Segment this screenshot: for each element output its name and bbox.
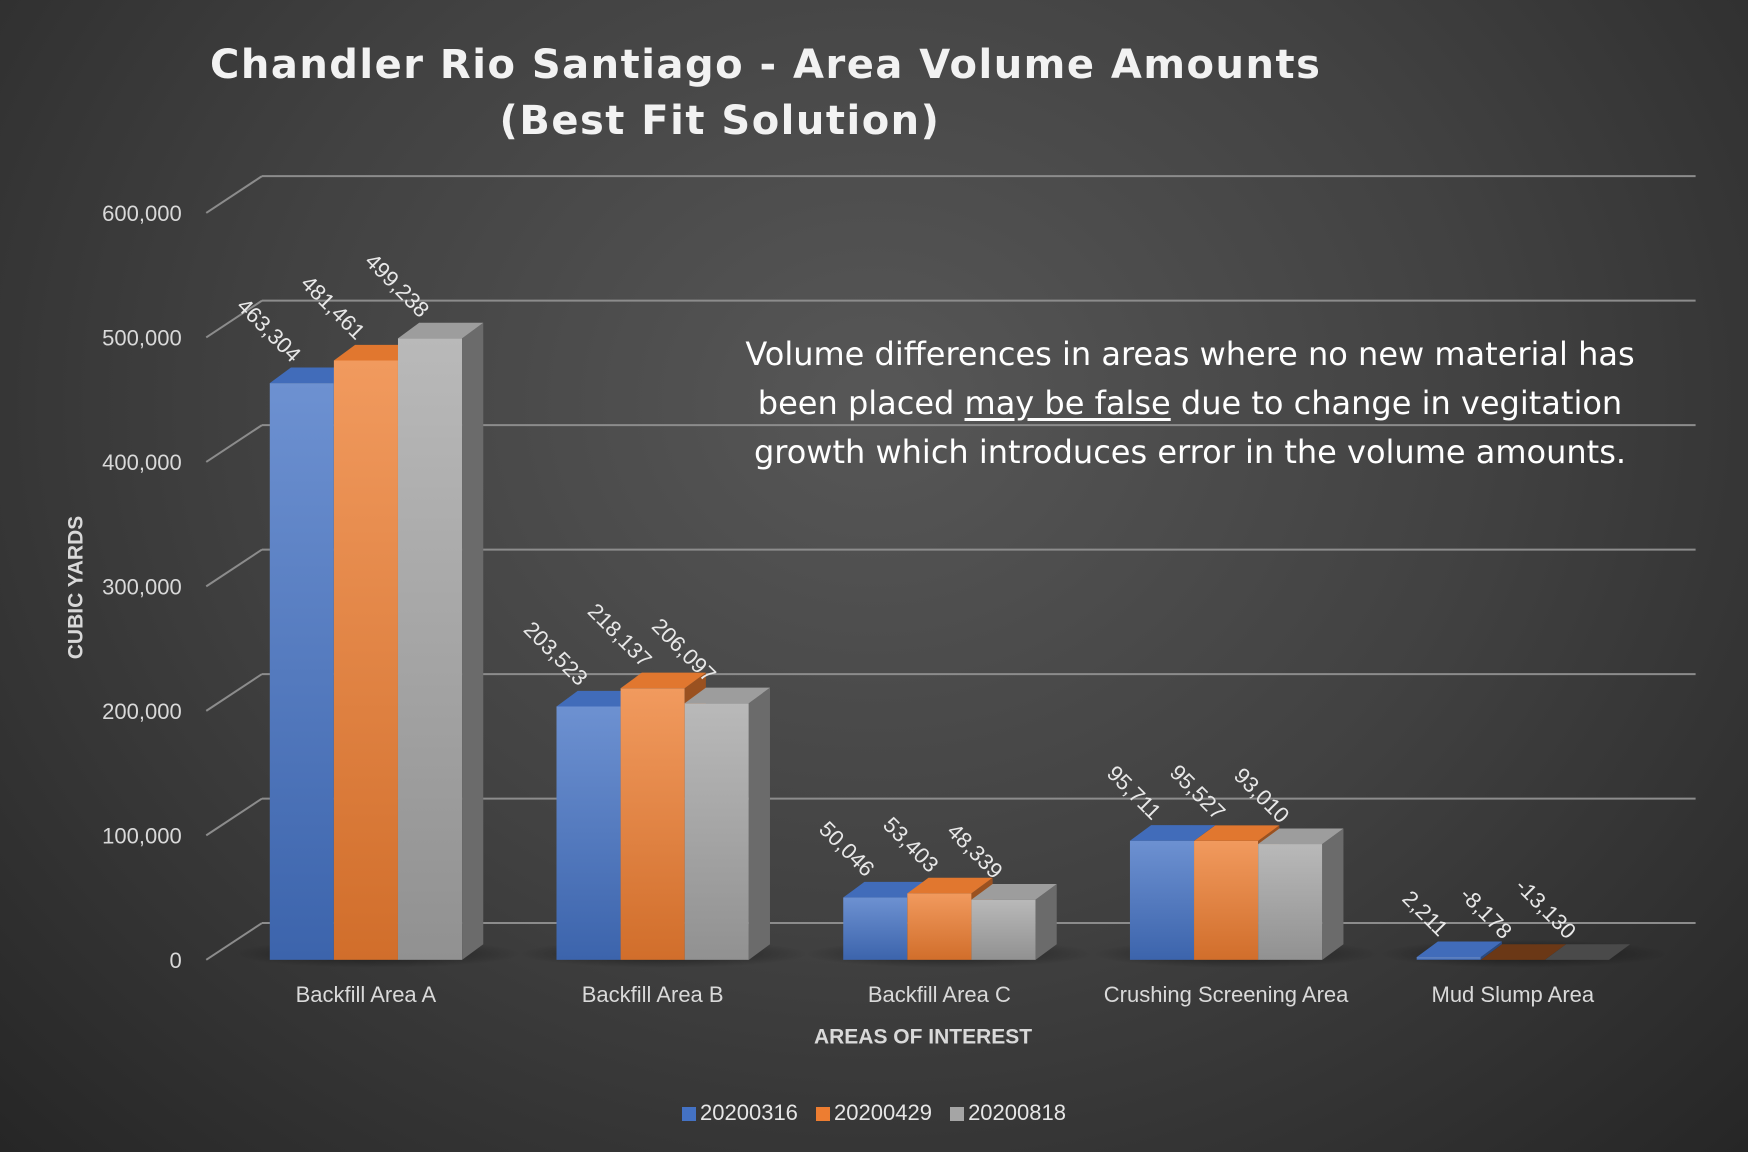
gridline-depth (205, 175, 263, 214)
annotation-text-underlined: may be false (964, 384, 1171, 422)
chart-legend: 20200316 20200429 20200818 (0, 1100, 1748, 1126)
bar-series-1 (269, 383, 334, 960)
data-label: 95,711 (1102, 761, 1166, 825)
data-label: 499,238 (360, 248, 434, 322)
bar-series-3 (1258, 844, 1323, 960)
bar-series-1 (556, 706, 621, 960)
bar-series-2 (620, 688, 685, 960)
y-tick-label: 400,000 (102, 450, 182, 475)
gridline-depth (205, 299, 263, 339)
bar-side-1 (1480, 941, 1502, 960)
data-label: 2,211 (1397, 886, 1452, 941)
y-tick-label: 600,000 (102, 201, 182, 226)
legend-label-series-1: 20200316 (700, 1100, 798, 1125)
bar-side-3 (1322, 828, 1344, 960)
bar-top-3 (1544, 944, 1631, 960)
bar-top-3 (1258, 828, 1344, 845)
legend-item-series-1: 20200316 (682, 1100, 798, 1126)
data-label: 50,046 (814, 816, 879, 881)
gridline-depth (205, 424, 263, 463)
bar-top-3 (397, 322, 484, 339)
data-label: -13,130 (1511, 873, 1581, 943)
y-tick-label: 300,000 (102, 574, 182, 599)
bar-series-3 (971, 899, 1036, 960)
bar-series-1 (1129, 840, 1195, 960)
bar-top-2 (1194, 825, 1280, 841)
data-label: 48,339 (942, 818, 1007, 883)
gridline-depth (205, 922, 263, 961)
bar-top-2 (333, 344, 420, 361)
legend-swatch-series-1 (682, 1107, 697, 1121)
data-label: 203,523 (519, 616, 593, 690)
bar-top-1 (843, 881, 929, 898)
legend-swatch-series-2 (816, 1107, 831, 1121)
x-tick-label: Crushing Screening Area (1104, 982, 1349, 1007)
x-tick-label: Mud Slump Area (1432, 982, 1595, 1007)
bar-top-1 (269, 367, 356, 384)
bar-top-3 (684, 687, 770, 704)
bar-side-3 (748, 687, 770, 960)
annotation-text-after: due to change in vegitation growth which… (753, 384, 1627, 471)
annotation-text-before: Volume differences in areas where no new… (745, 335, 1635, 422)
bar-series-1 (843, 897, 908, 960)
y-axis-label: CUBIC YARDS (64, 516, 87, 660)
bar-top-1 (1129, 825, 1216, 841)
gridline-depth (205, 797, 263, 837)
y-tick-label: 100,000 (102, 823, 182, 848)
data-label: 95,527 (1165, 760, 1230, 825)
gridline-depth (205, 673, 263, 712)
bar-series-2 (333, 360, 398, 960)
bar-side-3 (1035, 884, 1057, 960)
y-tick-label: 200,000 (102, 699, 182, 724)
bar-top-2 (907, 877, 993, 894)
y-tick-label: 500,000 (102, 325, 182, 350)
legend-label-series-2: 20200429 (834, 1100, 932, 1125)
data-label: -8,178 (1455, 882, 1517, 944)
bar-top-2 (620, 672, 706, 689)
bar-top-3 (971, 884, 1057, 900)
bar-top-1 (1416, 941, 1502, 958)
annotation-note: Volume differences in areas where no new… (730, 330, 1650, 477)
bar-series-2 (1194, 840, 1259, 960)
gridline-depth (205, 548, 263, 588)
data-label: 481,461 (296, 271, 370, 345)
data-label: 93,010 (1229, 763, 1294, 828)
legend-item-series-2: 20200429 (816, 1100, 932, 1126)
data-label: 53,403 (878, 812, 943, 877)
bar-series-1 (1416, 957, 1481, 960)
y-tick-label: 0 (169, 948, 181, 973)
legend-swatch-series-3 (950, 1107, 965, 1121)
x-tick-label: Backfill Area C (868, 982, 1011, 1007)
bar-series-2 (907, 893, 972, 960)
bar-series-3 (397, 338, 463, 960)
bar-side-3 (462, 322, 484, 960)
data-label: 463,304 (232, 293, 306, 367)
bar-top-1 (556, 690, 642, 707)
chart-subtitle: (Best Fit Solution) (499, 98, 941, 144)
chart-title: Chandler Rio Santiago - Area Volume Amou… (210, 42, 1322, 88)
legend-item-series-3: 20200818 (950, 1100, 1066, 1126)
legend-label-series-3: 20200818 (968, 1100, 1066, 1125)
x-tick-label: Backfill Area A (296, 982, 437, 1007)
x-tick-label: Backfill Area B (582, 982, 724, 1007)
x-axis-label: AREAS OF INTEREST (814, 1025, 1032, 1048)
bar-series-3 (684, 703, 749, 960)
bar-top-2 (1480, 944, 1567, 960)
data-label: 218,137 (583, 598, 657, 672)
